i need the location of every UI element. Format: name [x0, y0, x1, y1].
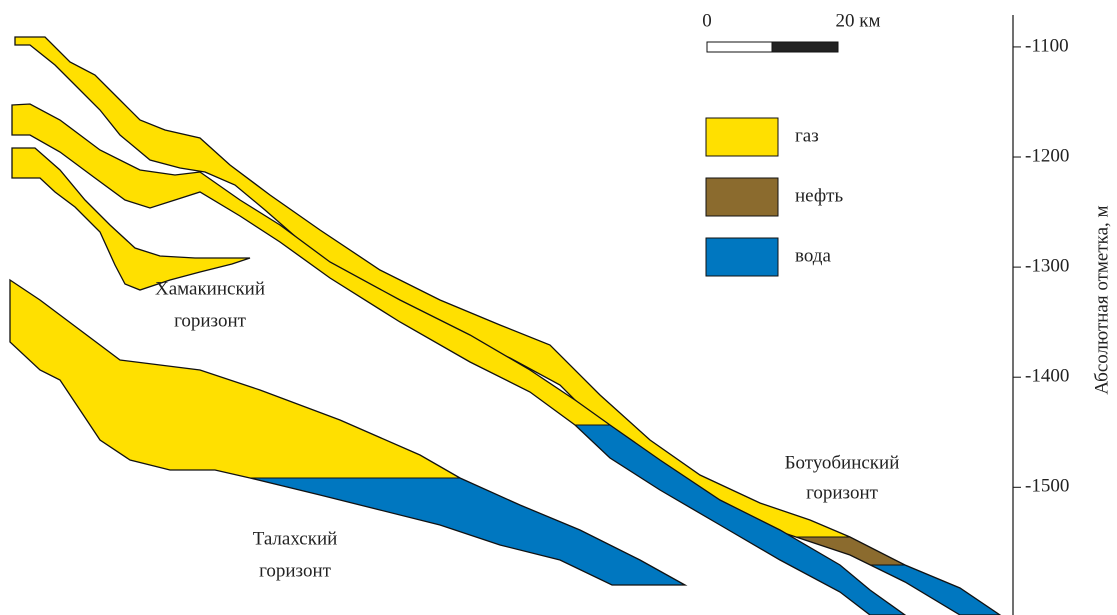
tick-label: -1300 [1025, 255, 1069, 276]
horizon-label: горизонт [174, 310, 247, 331]
legend-swatch [706, 178, 778, 216]
horizon-label: Хамакинский [155, 278, 265, 299]
tick-label: -1400 [1025, 366, 1069, 387]
tick-label: -1200 [1025, 145, 1069, 166]
horizon-label: горизонт [259, 560, 332, 581]
legend-label: газ [795, 125, 819, 146]
legend-label: нефть [795, 185, 843, 206]
legend-swatch [706, 118, 778, 156]
scale-end: 20 км [835, 10, 880, 31]
scale-start: 0 [702, 10, 712, 31]
horizon-label: Талахский [253, 528, 338, 549]
legend: газ нефть вода [706, 118, 843, 276]
legend-swatch [706, 238, 778, 276]
scale-bar: 0 20 км [702, 10, 880, 52]
tick-label: -1500 [1025, 476, 1069, 497]
depth-axis: Абсолютная отметка, м -1100 -1200 -1300 -14… [1013, 15, 1112, 615]
legend-label: вода [795, 245, 831, 266]
tick-label: -1100 [1025, 35, 1069, 56]
scale-segment [772, 42, 838, 52]
scale-segment [707, 42, 772, 52]
horizon-label: Ботуобинский [785, 452, 900, 473]
axis-title: Абсолютная отметка, м [1091, 205, 1112, 394]
talakh-layer [0, 0, 1117, 615]
horizon-label: горизонт [806, 482, 879, 503]
section-diagram: Хамакинский горизонт Талахский горизонт … [0, 0, 1117, 615]
